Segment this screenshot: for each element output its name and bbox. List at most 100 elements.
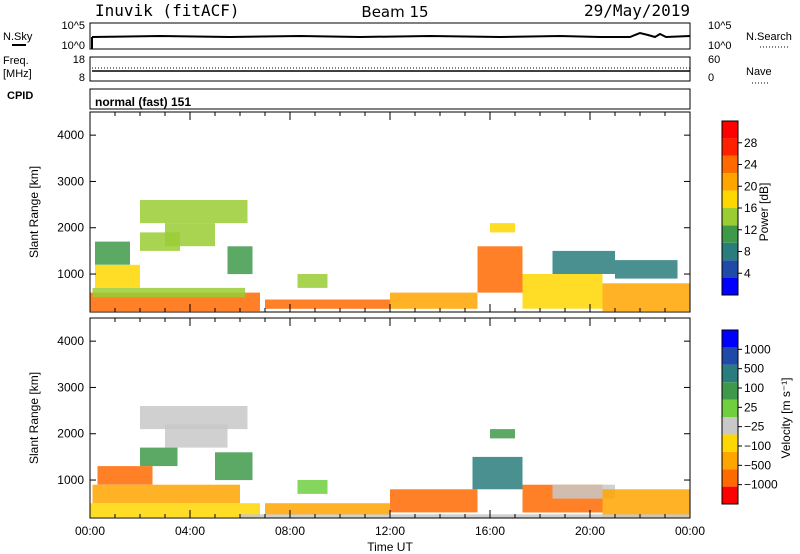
- y-tick-label: 4000: [57, 334, 84, 348]
- colorbar-tick-label: 1000: [744, 342, 771, 356]
- power-echo-region-0: [90, 292, 260, 312]
- beam-title: Beam 15: [361, 3, 428, 21]
- velocity-colorbar-label: Velocity [m s⁻¹]: [779, 377, 793, 458]
- colorbar-swatch: [722, 347, 738, 365]
- colorbar-swatch: [722, 225, 738, 243]
- freq-frame: [89, 56, 691, 82]
- x-tick-label: 08:00: [275, 524, 305, 538]
- freq-left-label-1: Freq.: [3, 55, 29, 67]
- x-tick-label: 12:00: [375, 524, 405, 538]
- date-title: 29/May/2019: [584, 1, 690, 20]
- velocity-ylabel: Slant Range [km]: [27, 372, 41, 464]
- nave-right-label: Nave: [746, 66, 772, 78]
- colorbar-tick-label: 25: [744, 400, 758, 414]
- power-echo-region-2: [95, 264, 140, 288]
- velocity-echo-region-6: [140, 447, 178, 467]
- nsky-tick-top-left: 10^5: [61, 20, 85, 32]
- power-colorbar: 4 8 12 16 20 24 28: [721, 120, 758, 296]
- colorbar-swatch: [722, 330, 738, 348]
- nsky-trace: [91, 31, 691, 39]
- station-title: Inuvik (fitACF): [95, 1, 240, 20]
- time-axis-label: Time UT: [367, 540, 413, 554]
- colorbar-swatch: [722, 451, 738, 470]
- power-y-axis: 1000 2000 3000 4000: [57, 128, 690, 281]
- velocity-echo-region-5: [215, 452, 253, 481]
- freq-tick-bottom: 8: [79, 72, 85, 84]
- velocity-echo-region-1: [92, 484, 240, 504]
- velocity-echo-region-0: [90, 503, 260, 518]
- colorbar-tick-label: 8: [744, 245, 751, 259]
- y-tick-label: 1000: [57, 267, 84, 281]
- colorbar-tick-label: 4: [744, 266, 751, 280]
- power-data-cells: [90, 200, 690, 312]
- freq-tick-top: 18: [73, 54, 85, 66]
- colorbar-swatch: [722, 469, 738, 487]
- velocity-colorbar: 1000 500 100 25 −25 −100 −500 −1000: [721, 329, 778, 505]
- colorbar-swatch: [722, 121, 738, 139]
- colorbar-swatch: [722, 277, 738, 295]
- cpid-frame: [89, 88, 691, 110]
- x-tick-label: 20:00: [575, 524, 605, 538]
- power-echo-region-6: [227, 246, 253, 275]
- power-echo-region-16: [615, 260, 678, 279]
- colorbar-tick-label: 20: [744, 179, 758, 193]
- velocity-echo-region-10: [472, 456, 523, 490]
- cpid-label: CPID: [7, 90, 33, 102]
- velocity-echo-region-4: [165, 424, 228, 448]
- power-panel: 1000 2000 3000 4000 Slant Range [km]: [27, 111, 691, 313]
- x-tick-label: 00:00: [75, 524, 105, 538]
- velocity-echo-region-13: [552, 484, 615, 499]
- velocity-echo-region-2: [97, 466, 153, 485]
- power-echo-region-15: [602, 283, 690, 312]
- colorbar-tick-label: −1000: [744, 478, 778, 492]
- y-tick-label: 2000: [57, 221, 84, 235]
- colorbar-swatch: [722, 138, 738, 156]
- colorbar-tick-label: −100: [744, 439, 771, 453]
- x-tick-label: 04:00: [175, 524, 205, 538]
- power-echo-region-13: [522, 274, 603, 309]
- y-tick-label: 4000: [57, 128, 84, 142]
- velocity-x-axis: 00:00 04:00 08:00 12:00 16:00 20:00 00:00: [75, 318, 705, 538]
- power-x-ticks: [89, 112, 691, 312]
- colorbar-tick-label: 12: [744, 223, 758, 237]
- nsky-tick-top-right: 10^5: [708, 20, 732, 32]
- y-tick-label: 3000: [57, 380, 84, 394]
- power-echo-region-11: [477, 246, 523, 293]
- power-echo-region-1: [92, 287, 245, 298]
- colorbar-swatch: [722, 173, 738, 191]
- colorbar-tick-label: 28: [744, 136, 758, 150]
- power-echo-region-12: [490, 223, 515, 233]
- colorbar-swatch: [722, 399, 738, 417]
- velocity-y-axis: 1000 2000 3000 4000: [57, 334, 690, 487]
- colorbar-tick-label: −500: [744, 458, 771, 472]
- colorbar-tick-label: 100: [744, 381, 764, 395]
- velocity-echo-region-3: [140, 406, 248, 430]
- power-echo-region-8: [265, 299, 390, 309]
- y-tick-label: 3000: [57, 174, 84, 188]
- nsky-right-label: N.Search: [746, 31, 792, 43]
- freq-panel: Freq. [MHz] 18 8 60 0 Nave: [3, 54, 772, 84]
- nsky-left-label: N.Sky: [3, 31, 33, 43]
- power-echo-region-14: [552, 250, 615, 274]
- colorbar-swatch: [722, 486, 738, 504]
- velocity-echo-region-9: [390, 489, 478, 513]
- colorbar-tick-label: −25: [744, 420, 765, 434]
- velocity-echo-region-8: [297, 480, 328, 494]
- power-echo-region-3: [95, 241, 130, 265]
- nave-tick-bottom: 0: [708, 72, 714, 84]
- power-echo-region-10: [390, 292, 478, 309]
- x-tick-label: 16:00: [475, 524, 505, 538]
- colorbar-swatch: [722, 208, 738, 226]
- velocity-data-cells: [90, 406, 690, 518]
- nave-tick-top: 60: [708, 54, 720, 66]
- y-tick-label: 1000: [57, 473, 84, 487]
- colorbar-tick-label: 16: [744, 201, 758, 215]
- colorbar-swatch: [722, 155, 738, 174]
- cpid-panel: CPID normal (fast) 151: [7, 88, 691, 110]
- colorbar-swatch: [722, 434, 738, 452]
- freq-left-label-2: [MHz]: [3, 68, 32, 80]
- colorbar-tick-label: 24: [744, 158, 758, 172]
- x-tick-label: 00:00: [675, 524, 705, 538]
- colorbar-swatch: [722, 364, 738, 383]
